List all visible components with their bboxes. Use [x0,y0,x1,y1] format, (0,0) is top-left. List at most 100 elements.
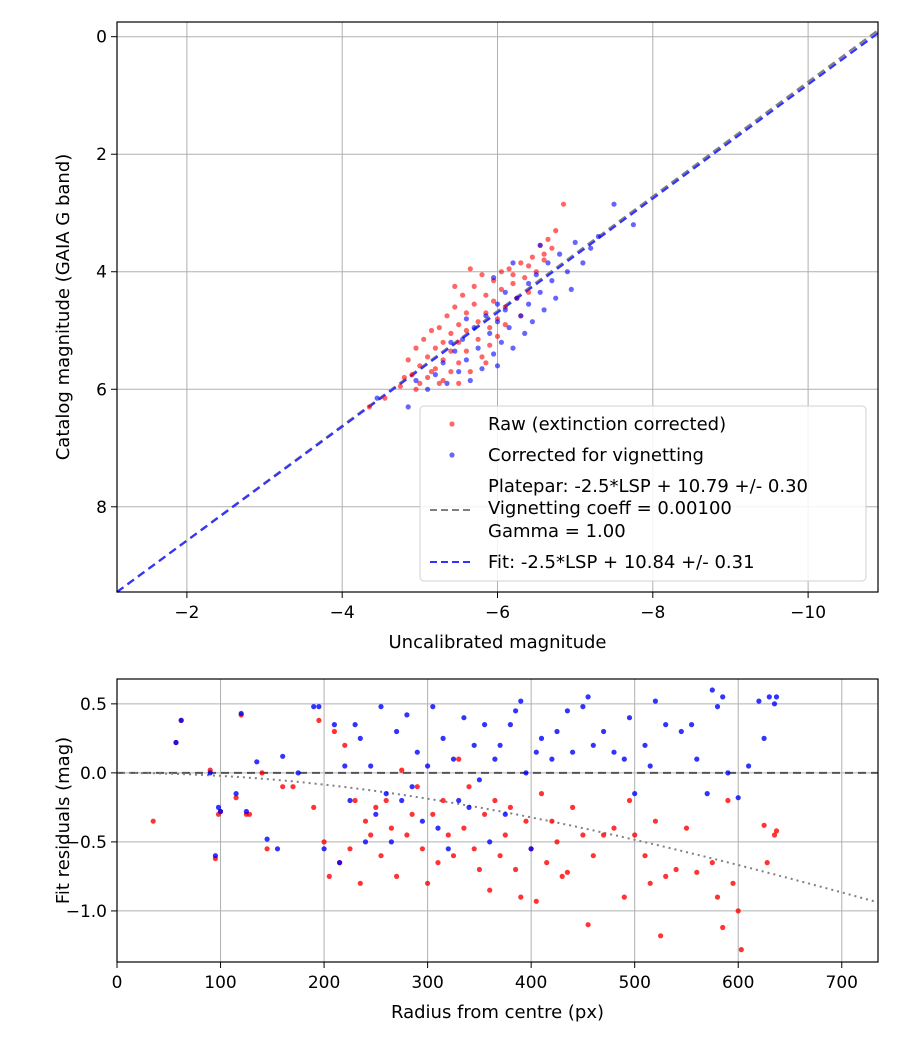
data-point [290,784,296,790]
data-point [491,351,497,357]
data-point [432,366,438,372]
y-tick-label: −0.5 [66,833,107,853]
data-point [518,698,524,704]
data-point [652,698,659,704]
top-fit-lines [116,29,879,593]
data-point [642,742,648,748]
data-point [497,853,503,859]
data-point [538,791,545,797]
data-point [425,374,431,381]
data-point [476,777,482,783]
data-point [564,708,571,714]
data-point [475,345,481,351]
data-point [430,704,436,710]
data-point [448,369,454,375]
data-point [554,839,560,845]
y-tick-label: 8 [96,498,107,518]
data-point [274,846,281,852]
y-tick-label: −1.0 [66,902,107,922]
data-point [498,269,504,275]
data-point [632,791,638,797]
data-point [456,322,462,328]
data-point [419,846,425,852]
data-point [476,866,482,873]
data-point [538,735,545,742]
data-point [467,377,473,384]
data-point [541,251,547,257]
data-point [444,380,450,386]
data-point [544,860,550,866]
bottom-plot-frame [116,678,879,963]
bottom-y-axis-label: Fit residuals (mag) [53,737,74,904]
x-tick-label: −2 [174,603,199,623]
data-point [466,804,472,811]
data-point [522,275,528,281]
data-point [399,767,405,773]
data-point [502,289,508,295]
data-point [510,272,516,278]
data-point [709,860,715,866]
data-point [735,795,741,801]
data-point [506,266,512,272]
data-point [533,749,539,755]
data-point [233,791,239,797]
data-point [436,380,442,386]
data-point [259,770,265,776]
data-point [514,295,520,301]
data-point [730,880,736,886]
data-point [445,846,451,852]
data-point [526,289,532,295]
data-point [766,694,772,700]
data-point [673,866,679,873]
data-point [549,818,555,824]
data-point [413,386,419,392]
data-point [568,286,574,292]
data-point [526,280,532,287]
data-point [529,319,536,325]
data-point [545,260,551,266]
data-point [611,749,617,755]
data-point [217,808,224,815]
data-point [456,369,462,375]
bottom-grid [116,679,878,962]
data-point [331,728,337,735]
data-point [178,717,184,724]
data-point [238,710,244,717]
data-point [559,873,565,880]
data-point [383,791,389,797]
data-point [466,784,472,790]
data-point [321,846,327,852]
data-point [714,894,721,900]
data-point [347,797,353,804]
data-point [526,263,532,269]
data-point [382,395,388,401]
data-point [590,742,596,748]
data-point [440,339,446,345]
data-point [689,722,695,728]
data-point [630,222,637,228]
data-point [405,404,411,410]
data-point [342,763,348,769]
data-point [714,704,721,710]
data-point [347,846,353,852]
data-point [404,712,410,718]
data-point [498,339,504,345]
data-point [647,763,653,769]
data-point [601,832,607,838]
data-point [409,784,415,790]
data-point [425,880,431,886]
data-point [378,853,384,859]
data-point [570,749,576,755]
data-point [440,797,446,804]
legend-label-vignetting: Vignetting coeff = 0.00100 [488,498,732,519]
x-tick-label: 100 [204,973,236,993]
data-point [694,756,700,762]
data-point [444,313,450,319]
data-point [580,260,586,266]
data-point [513,708,519,714]
data-point [658,933,664,939]
data-point [595,233,602,240]
data-point [626,715,633,721]
